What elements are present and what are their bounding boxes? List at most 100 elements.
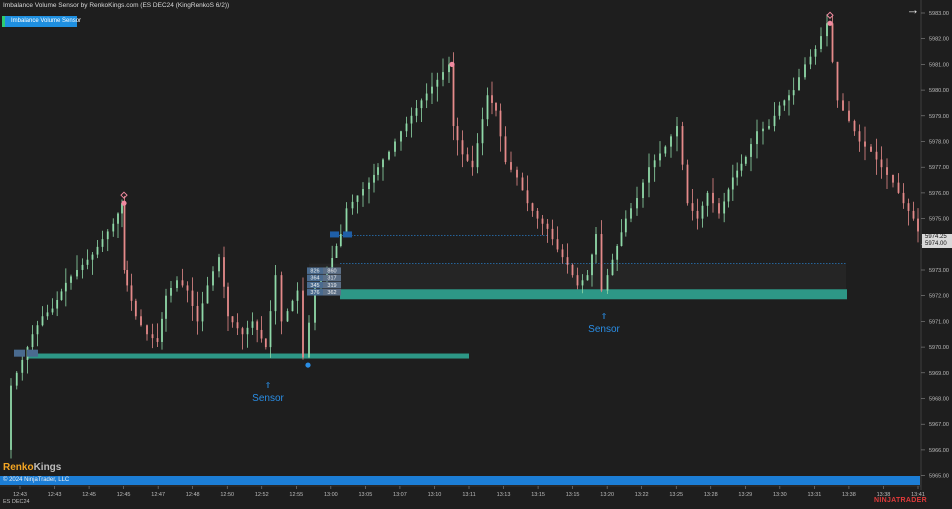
- price-tick-label: 5976.00: [929, 191, 949, 197]
- time-tick-label: 13:15: [531, 492, 545, 498]
- candle-body: [541, 218, 544, 224]
- price-tick-label: 5979.00: [929, 114, 949, 120]
- candle-body: [571, 264, 574, 276]
- brand-logo-part2: Kings: [33, 462, 62, 473]
- candle-body: [425, 93, 428, 101]
- time-tick-label: 13:07: [393, 492, 407, 498]
- price-tick-label: 5970.00: [929, 345, 949, 351]
- candle-body: [516, 169, 518, 178]
- imbalance-bid-value: 376: [310, 290, 319, 296]
- candle-body: [510, 162, 512, 170]
- candle-body: [670, 136, 672, 147]
- candle-body: [788, 95, 790, 101]
- price-tick-label: 5967.00: [929, 422, 949, 428]
- candle-body: [536, 210, 539, 219]
- swing-low-marker: [305, 362, 311, 368]
- candle-body: [339, 234, 342, 247]
- candle-body: [686, 164, 689, 204]
- candle-body: [231, 316, 234, 323]
- candle-body: [331, 258, 334, 270]
- time-tick-label: 13:28: [704, 492, 718, 498]
- candle-body: [870, 146, 872, 152]
- chart-title: Imbalance Volume Sensor by RenkoKings.co…: [3, 2, 230, 9]
- candle-body: [897, 182, 900, 193]
- candle-body: [96, 246, 99, 255]
- candle-body: [223, 257, 225, 287]
- candle-body: [112, 223, 115, 232]
- candle-body: [616, 246, 619, 260]
- price-tick-label: 5978.00: [929, 140, 949, 146]
- imbalance-cell-bid: [307, 274, 323, 282]
- candle-body: [400, 131, 402, 142]
- price-tick-label: 5966.00: [929, 448, 949, 454]
- candle-body: [624, 218, 627, 233]
- candle-body: [620, 232, 623, 247]
- candle-body: [31, 334, 34, 348]
- candle-body: [296, 290, 299, 301]
- price-tick-label: 5965.00: [929, 474, 949, 480]
- time-axis[interactable]: 12:43 12:43 12:45 12:45 12:47 12:48 12:50 12:52…: [0, 485, 925, 498]
- candle-body: [140, 316, 142, 326]
- price-tick-label: 5968.00: [929, 397, 949, 403]
- imbalance-bid-value: 364: [310, 276, 319, 282]
- candle-body: [836, 61, 839, 101]
- candle-body: [274, 275, 277, 312]
- imbalance-cell-ask: [323, 289, 341, 296]
- candle-body: [471, 160, 474, 168]
- candle-body: [740, 163, 743, 171]
- candle-body: [161, 318, 163, 342]
- candle-body: [499, 110, 502, 137]
- price-tick-label: 5975.00: [929, 217, 949, 223]
- candle-body: [356, 195, 359, 202]
- time-tick-label: 12:52: [255, 492, 269, 498]
- brand-logo: RenkoKings: [3, 462, 61, 473]
- candle-body: [212, 271, 214, 286]
- candle-body: [701, 205, 704, 219]
- indicator-button[interactable]: Imbalance Volume Sensor: [2, 16, 81, 27]
- candle-body: [134, 300, 137, 317]
- candle-body: [269, 311, 272, 348]
- candle-body: [731, 177, 734, 190]
- candle-body: [611, 259, 614, 276]
- candle-body: [176, 280, 178, 288]
- candle-body: [442, 72, 444, 80]
- time-tick-label: 13:38: [842, 492, 856, 498]
- candle-body: [576, 275, 579, 286]
- imbalance-cell-small: [330, 231, 339, 238]
- candle-body: [165, 295, 167, 319]
- candle-body: [566, 257, 569, 265]
- price-tick-label: 5971.00: [929, 319, 949, 325]
- candle-body: [280, 275, 283, 322]
- imbalance-zones: [28, 234, 847, 359]
- candle-body: [814, 48, 817, 57]
- candle-body: [76, 270, 78, 277]
- arrow-right-icon[interactable]: →: [906, 2, 920, 17]
- candle-body: [659, 153, 661, 161]
- candle-body: [410, 115, 413, 124]
- candle-body: [251, 321, 254, 328]
- brand-logo-part1: Renko: [3, 462, 34, 473]
- candle-body: [491, 95, 493, 103]
- time-tick-label: 13:15: [566, 492, 580, 498]
- candle-body: [186, 285, 189, 291]
- candle-body: [581, 280, 584, 286]
- copyright-text: © 2024 NinjaTrader, LLC: [3, 477, 70, 483]
- imbalance-cell-ask: [323, 267, 341, 274]
- swing-diamond-marker: [826, 11, 834, 19]
- imbalance-ask-value: 317: [327, 276, 336, 282]
- candle-body: [521, 177, 524, 191]
- candle-body: [456, 126, 459, 141]
- candle-body: [664, 146, 667, 154]
- imbalance-ask-value: 860: [327, 268, 336, 274]
- candle-body: [907, 203, 910, 211]
- candle-body: [117, 213, 119, 224]
- price-tag-line-2: 5974.00: [925, 241, 947, 247]
- time-tick-label: 13:05: [359, 492, 373, 498]
- candle-body: [718, 203, 720, 214]
- candle-body: [86, 259, 89, 265]
- candle-body: [156, 338, 159, 342]
- imbalance-cell-bid: [307, 267, 323, 274]
- candle-body: [373, 174, 375, 183]
- candle-body: [561, 249, 564, 258]
